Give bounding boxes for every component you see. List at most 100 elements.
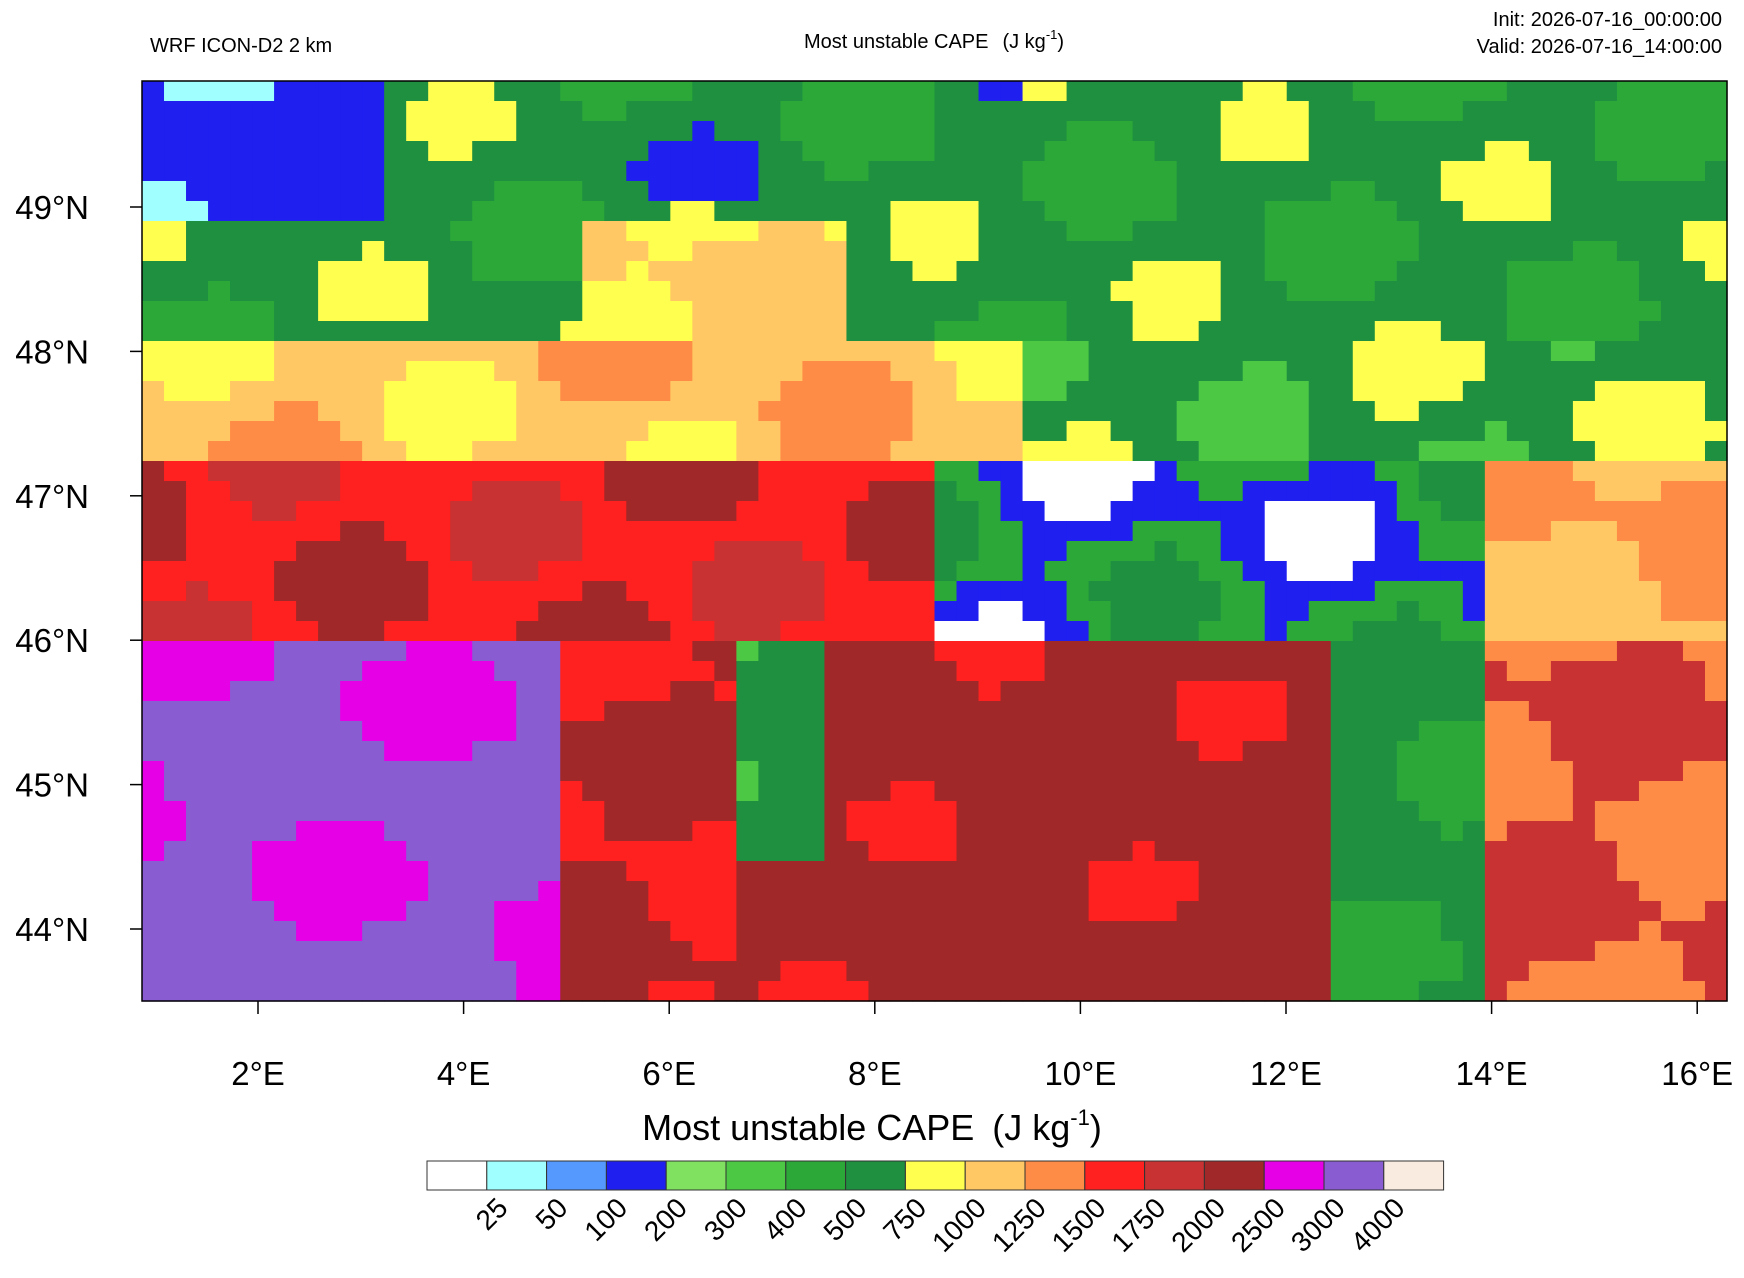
field-cell xyxy=(1484,641,1508,662)
field-cell xyxy=(208,501,231,522)
field-cell xyxy=(1638,781,1662,802)
field-cell xyxy=(1044,661,1068,682)
field-cell xyxy=(780,341,804,362)
field-cell xyxy=(1660,641,1684,662)
field-cell xyxy=(912,781,936,802)
field-cell xyxy=(1286,661,1310,682)
field-cell xyxy=(868,821,892,842)
field-cell xyxy=(516,641,539,662)
field-cell xyxy=(1616,81,1640,102)
field-cell xyxy=(186,161,209,182)
field-cell xyxy=(1572,741,1596,762)
field-cell xyxy=(978,261,1002,282)
field-cell xyxy=(626,881,649,902)
field-cell xyxy=(1066,541,1090,562)
field-cell xyxy=(1396,681,1420,702)
field-cell xyxy=(538,441,561,462)
map-frame xyxy=(141,80,1728,1002)
field-cell xyxy=(1462,701,1486,722)
field-cell xyxy=(780,81,804,102)
field-cell xyxy=(692,601,715,622)
field-cell xyxy=(670,321,693,342)
field-cell xyxy=(428,281,451,302)
field-cell xyxy=(472,701,495,722)
lat-label: 48°N xyxy=(15,333,89,370)
field-cell xyxy=(846,161,870,182)
field-cell xyxy=(1528,541,1552,562)
field-cell xyxy=(1484,521,1508,542)
field-cell xyxy=(1154,121,1178,142)
field-cell xyxy=(1638,441,1662,462)
field-cell xyxy=(582,121,605,142)
field-cell xyxy=(1176,981,1200,1002)
field-cell xyxy=(1154,341,1178,362)
field-cell xyxy=(274,681,297,702)
field-cell xyxy=(1220,141,1244,162)
field-cell xyxy=(1330,981,1354,1002)
field-cell xyxy=(142,721,165,742)
field-cell xyxy=(846,741,870,762)
field-cell xyxy=(472,541,495,562)
field-cell xyxy=(186,461,209,482)
field-cell xyxy=(1396,961,1420,982)
colorbar-label: 300 xyxy=(698,1192,753,1247)
field-cell xyxy=(142,81,165,102)
field-cell xyxy=(1528,501,1552,522)
field-cell xyxy=(142,281,165,302)
field-cell xyxy=(340,361,363,382)
field-cell xyxy=(912,321,936,342)
field-cell xyxy=(472,761,495,782)
field-cell xyxy=(494,241,517,262)
field-cell xyxy=(142,581,165,602)
field-cell xyxy=(1066,601,1090,622)
field-cell xyxy=(406,101,429,122)
field-cell xyxy=(252,981,275,1002)
field-cell xyxy=(274,141,297,162)
field-cell xyxy=(406,941,429,962)
field-cell xyxy=(692,721,715,742)
field-cell xyxy=(780,561,804,582)
field-cell xyxy=(648,341,671,362)
field-cell xyxy=(934,301,958,322)
field-cell xyxy=(1308,921,1332,942)
field-cell xyxy=(802,761,826,782)
field-cell xyxy=(670,481,693,502)
field-cell xyxy=(1220,81,1244,102)
field-cell xyxy=(1528,241,1552,262)
field-cell xyxy=(1132,861,1156,882)
field-cell xyxy=(1374,641,1398,662)
field-cell xyxy=(1616,881,1640,902)
field-cell xyxy=(978,941,1002,962)
field-cell xyxy=(164,481,187,502)
field-cell xyxy=(1616,741,1640,762)
field-cell xyxy=(494,301,517,322)
field-cell xyxy=(450,181,473,202)
field-cell xyxy=(164,321,187,342)
field-cell xyxy=(714,921,737,942)
colorbar-label: 1250 xyxy=(986,1192,1052,1258)
field-cell xyxy=(868,741,892,762)
field-cell xyxy=(318,761,341,782)
field-cell xyxy=(1286,101,1310,122)
field-cell xyxy=(1242,981,1266,1002)
field-cell xyxy=(912,461,936,482)
field-cell xyxy=(582,301,605,322)
field-cell xyxy=(1264,521,1288,542)
field-cell xyxy=(1682,101,1706,122)
field-cell xyxy=(1484,721,1508,742)
field-cell xyxy=(340,401,363,422)
field-cell xyxy=(538,741,561,762)
field-cell xyxy=(1484,361,1508,382)
field-cell xyxy=(846,761,870,782)
field-cell xyxy=(1616,521,1640,542)
field-cell xyxy=(1396,601,1420,622)
field-cell xyxy=(252,661,275,682)
field-cell xyxy=(978,541,1002,562)
field-cell xyxy=(296,781,319,802)
field-cell xyxy=(1572,941,1596,962)
field-cell xyxy=(472,121,495,142)
field-cell xyxy=(758,681,782,702)
field-cell xyxy=(252,461,275,482)
field-cell xyxy=(164,721,187,742)
field-cell xyxy=(714,621,737,642)
